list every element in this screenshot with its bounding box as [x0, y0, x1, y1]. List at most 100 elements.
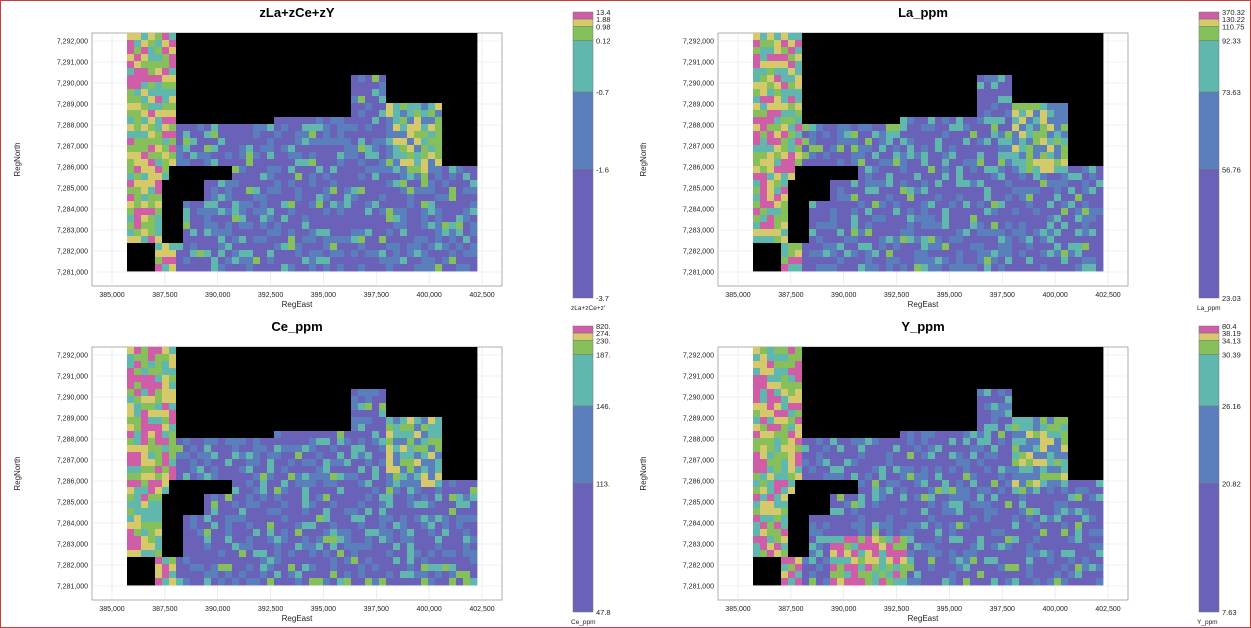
- heatmap-cell: [204, 89, 212, 97]
- heatmap-cell: [141, 473, 149, 481]
- heatmap-cell: [844, 250, 852, 258]
- heatmap-cell: [211, 222, 219, 230]
- heatmap-cell: [435, 138, 443, 146]
- heatmap-cell: [127, 103, 135, 111]
- heatmap-cell: [211, 152, 219, 160]
- heatmap-cell: [239, 459, 247, 467]
- heatmap-cell: [942, 40, 950, 48]
- heatmap-cell: [295, 201, 303, 209]
- heatmap-cell: [169, 452, 177, 460]
- heatmap-cell: [1089, 89, 1097, 97]
- heatmap-cell: [428, 145, 436, 153]
- heatmap-cell: [134, 159, 142, 167]
- heatmap-cell: [141, 389, 149, 397]
- heatmap-cell: [260, 354, 268, 362]
- heatmap-cell: [900, 89, 908, 97]
- heatmap-cell: [1089, 152, 1097, 160]
- heatmap-cell: [162, 403, 170, 411]
- heatmap-cell: [921, 159, 929, 167]
- heatmap-cell: [379, 445, 387, 453]
- heatmap-cell: [288, 466, 296, 474]
- heatmap-cell: [774, 131, 782, 139]
- heatmap-cell: [1054, 194, 1062, 202]
- heatmap-cell: [162, 257, 170, 265]
- heatmap-cell: [435, 382, 443, 390]
- heatmap-cell: [949, 208, 957, 216]
- heatmap-cell: [288, 117, 296, 125]
- heatmap-cell: [753, 159, 761, 167]
- heatmap-cell: [998, 229, 1006, 237]
- heatmap-cell: [365, 47, 373, 55]
- heatmap-cell: [148, 431, 156, 439]
- heatmap-cell: [183, 487, 191, 495]
- heatmap-cell: [893, 89, 901, 97]
- heatmap-cell: [365, 152, 373, 160]
- heatmap-cell: [816, 124, 824, 132]
- heatmap-cell: [372, 96, 380, 104]
- heatmap-cell: [1075, 229, 1083, 237]
- heatmap-cell: [190, 110, 198, 118]
- heatmap-cell: [302, 40, 310, 48]
- heatmap-cell: [190, 480, 198, 488]
- heatmap-cell: [921, 229, 929, 237]
- heatmap-cell: [323, 201, 331, 209]
- heatmap-cell: [470, 396, 478, 404]
- heatmap-cell: [1026, 33, 1034, 41]
- heatmap-cell: [141, 480, 149, 488]
- heatmap-cell: [386, 68, 394, 76]
- heatmap-cell: [141, 403, 149, 411]
- heatmap-cell: [372, 145, 380, 153]
- heatmap-cell: [414, 473, 422, 481]
- heatmap-cell: [127, 229, 135, 237]
- heatmap-cell: [414, 431, 422, 439]
- heatmap-cell: [288, 166, 296, 174]
- heatmap-cell: [435, 187, 443, 195]
- heatmap-cell: [935, 194, 943, 202]
- heatmap-cell: [365, 89, 373, 97]
- heatmap-cell: [351, 264, 359, 272]
- heatmap-cell: [1096, 40, 1104, 48]
- heatmap-cell: [337, 459, 345, 467]
- heatmap-cell: [183, 543, 191, 551]
- heatmap-cell: [753, 33, 761, 41]
- heatmap-cell: [456, 438, 464, 446]
- heatmap-cell: [977, 229, 985, 237]
- heatmap-cell: [141, 152, 149, 160]
- heatmap-cell: [351, 257, 359, 265]
- heatmap-cell: [204, 431, 212, 439]
- heatmap-cell: [330, 54, 338, 62]
- heatmap-cell: [823, 208, 831, 216]
- heatmap-cell: [372, 54, 380, 62]
- heatmap-cell: [169, 124, 177, 132]
- heatmap-cell: [449, 103, 457, 111]
- heatmap-cell: [134, 264, 142, 272]
- heatmap-cell: [365, 131, 373, 139]
- heatmap-cell: [1061, 152, 1069, 160]
- heatmap-cell: [470, 445, 478, 453]
- heatmap-cell: [414, 47, 422, 55]
- heatmap-cell: [1040, 173, 1048, 181]
- heatmap-cell: [351, 515, 359, 523]
- heatmap-cell: [246, 257, 254, 265]
- heatmap-cell: [442, 396, 450, 404]
- heatmap-cell: [893, 173, 901, 181]
- heatmap-cell: [428, 396, 436, 404]
- legend-title: zLa+zCe+z': [571, 305, 605, 312]
- heatmap-cell: [162, 47, 170, 55]
- heatmap-cell: [351, 75, 359, 83]
- heatmap-cell: [379, 403, 387, 411]
- heatmap-cell: [372, 103, 380, 111]
- heatmap-cell: [1033, 159, 1041, 167]
- heatmap-cell: [1096, 110, 1104, 118]
- heatmap-cell: [921, 194, 929, 202]
- heatmap-cell: [253, 138, 261, 146]
- heatmap-cell: [970, 236, 978, 244]
- heatmap-cell: [1068, 159, 1076, 167]
- heatmap-cell: [1012, 47, 1020, 55]
- heatmap-cell: [379, 222, 387, 230]
- heatmap-cell: [344, 264, 352, 272]
- heatmap-cell: [239, 396, 247, 404]
- heatmap-cell: [190, 487, 198, 495]
- heatmap-cell: [774, 257, 782, 265]
- heatmap-cell: [1089, 187, 1097, 195]
